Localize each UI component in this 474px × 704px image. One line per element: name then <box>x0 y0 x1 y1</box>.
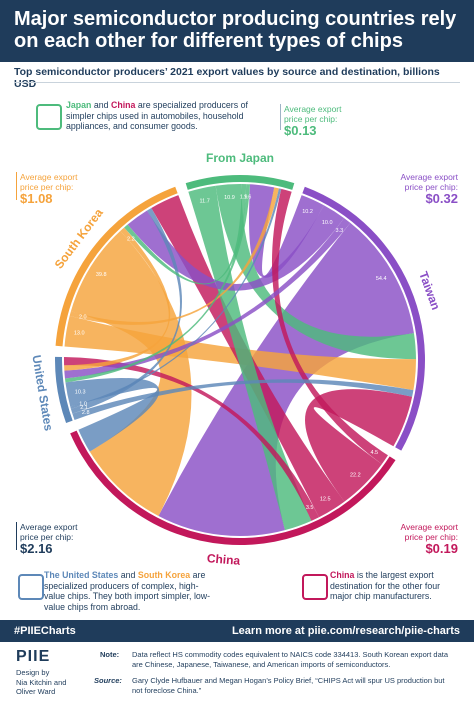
note-text: Data reflect HS commodity codes equivale… <box>132 650 449 669</box>
chip-icon-magenta <box>302 574 328 600</box>
callout-japan-china: Japan and China are specialized producer… <box>66 100 266 132</box>
flow-value-label: 2.2 <box>127 236 135 242</box>
flow-value-label: 54.4 <box>376 276 387 282</box>
source-label: Source: <box>94 676 122 685</box>
callout-china: China is the largest export destination … <box>330 570 460 602</box>
callout-us-word: The United States <box>44 570 119 580</box>
flow-value-label: 12.5 <box>320 496 331 502</box>
callout-japan-word: Japan <box>66 100 92 110</box>
callout-us-korea-text: are specialized producers of complex, hi… <box>44 570 211 612</box>
flow-value-label: 3.5 <box>306 505 314 511</box>
divider <box>14 82 460 83</box>
callout-korea-word: South Korea <box>137 570 191 580</box>
flow-value-label: 22.2 <box>350 473 361 479</box>
callout-china-word-2: China <box>330 570 355 580</box>
header-banner <box>0 0 474 62</box>
japan-price-value: $0.13 <box>284 123 317 138</box>
japan-price-label: Average export price per chip: <box>284 104 342 124</box>
callout-us-korea: The United States and South Korea are sp… <box>44 570 214 612</box>
flow-value-label: 2.0 <box>79 314 87 320</box>
chart-title: Major semiconductor producing countries … <box>14 8 457 52</box>
taiwan-price-value: $0.32 <box>425 191 458 206</box>
taiwan-price-label: Average export price per chip: <box>400 172 459 192</box>
taiwan-price: Average export price per chip: $0.32 <box>384 172 459 206</box>
design-credit: Design by Nia Kitchin and Oliver Ward <box>16 668 67 696</box>
flow-value-label: 10.0 <box>322 220 333 226</box>
ring-taiwan <box>302 186 425 451</box>
flow-value-label: 1.9 <box>240 194 248 200</box>
callout-and-2: and <box>118 570 138 580</box>
ring-japan <box>185 175 295 190</box>
ribbon-taiwan-to-south-korea <box>127 205 345 291</box>
china-price: Average export price per chip: $0.19 <box>384 522 459 556</box>
flow-value-label: 39.8 <box>96 272 107 278</box>
source-text: Gary Clyde Hufbauer and Megan Hogan’s Po… <box>132 676 445 695</box>
chip-icon-green <box>36 104 62 130</box>
callout-china-word: China <box>111 100 136 110</box>
flow-value-label: 3.3 <box>335 228 343 234</box>
flow-value-label: 10.3 <box>75 389 86 395</box>
flow-value-label: 1.0 <box>79 402 87 408</box>
ribbon-united-states-to-taiwan <box>72 379 414 420</box>
ring-china <box>70 430 396 545</box>
us-price-line <box>16 522 17 550</box>
node-label-china: China <box>206 551 241 568</box>
ribbon-japan-to-china <box>188 185 312 531</box>
ribbon-south-korea-to-china <box>70 231 192 516</box>
ribbon-taiwan-to-japan <box>248 184 324 278</box>
ribbon-china-to-japan <box>271 188 388 465</box>
flow-value-label: 1.6 <box>244 195 252 201</box>
korea-price-label: Average export price per chip: <box>20 172 78 192</box>
ribbon-japan-to-taiwan <box>215 184 416 360</box>
footer-band <box>0 620 474 642</box>
callout-china-text: is the largest export destination for th… <box>330 570 441 601</box>
japan-price-line <box>280 104 281 130</box>
china-price-value: $0.19 <box>425 541 458 556</box>
flow-value-label: 4.5 <box>370 450 378 456</box>
flow-value-label: 10.2 <box>302 209 313 215</box>
hashtag: #PIIECharts <box>14 625 76 637</box>
us-price-value: $2.16 <box>20 541 53 556</box>
korea-price-value: $1.08 <box>20 191 53 206</box>
node-label-japan: From Japan <box>206 151 274 165</box>
callout-and: and <box>91 100 112 110</box>
piie-logo: PIIE <box>16 648 51 665</box>
ribbon-united-states-to-china <box>65 377 160 452</box>
flow-value-label: 10.9 <box>224 195 235 201</box>
node-label-united-states: United States <box>29 354 55 432</box>
flow-value-label: 2.1 <box>80 405 88 411</box>
chart-subtitle: Top semiconductor producers’ 2021 export… <box>14 66 440 90</box>
callout-japan-china-text: are specialized producers of simpler chi… <box>66 100 248 131</box>
flow-value-label: 2.8 <box>82 410 90 416</box>
flow-value-label: 13.0 <box>74 331 85 337</box>
us-price: Average export price per chip: $2.16 <box>20 522 90 556</box>
korea-price: Average export price per chip: $1.08 <box>20 172 90 206</box>
learn-more-link[interactable]: Learn more at piie.com/research/piie-cha… <box>231 625 460 637</box>
china-price-label: Average export price per chip: <box>400 522 459 542</box>
us-price-label: Average export price per chip: <box>20 522 78 542</box>
node-label-taiwan: Taiwan <box>416 270 443 312</box>
japan-price: Average export price per chip: $0.13 <box>284 104 354 138</box>
ribbon-south-korea-to-japan <box>69 187 279 325</box>
ribbon-china-to-taiwan <box>305 389 413 502</box>
korea-price-line <box>16 172 17 200</box>
flow-value-label: 11.7 <box>200 198 210 204</box>
chip-icon-blue <box>18 574 44 600</box>
note-label: Note: <box>100 650 120 659</box>
ring-united-states <box>54 356 73 424</box>
